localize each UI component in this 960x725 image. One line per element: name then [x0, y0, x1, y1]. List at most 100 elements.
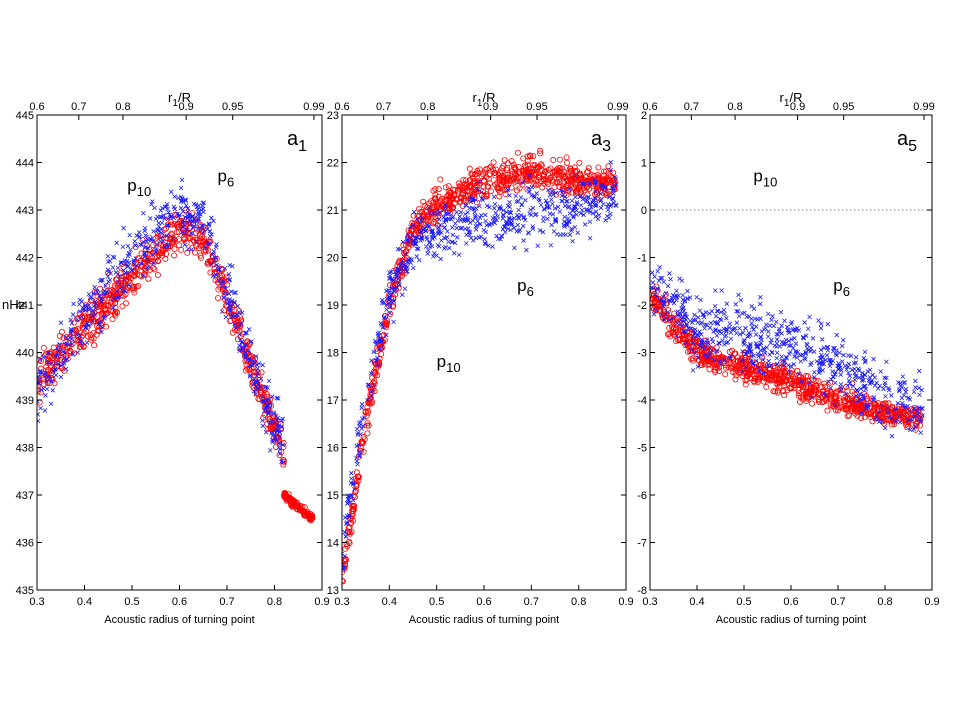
x-axis-label: Acoustic radius of turning point [409, 614, 559, 626]
cross-point [369, 389, 375, 394]
top-tick-label: 0.9 [483, 101, 498, 113]
cross-point [674, 333, 679, 339]
cross-point [115, 295, 121, 300]
cross-point [507, 193, 512, 198]
cross-point [240, 348, 246, 353]
cross-point [395, 273, 400, 278]
circle-point [524, 157, 531, 164]
circle-point [500, 163, 507, 170]
circle-point [462, 177, 469, 184]
cross-point [658, 275, 663, 281]
cross-point [467, 205, 473, 211]
circle-point [342, 562, 349, 569]
cross-point [884, 375, 889, 381]
cross-point [79, 314, 84, 320]
cross-point [162, 244, 168, 249]
circle-point [353, 483, 360, 490]
cross-point [781, 342, 786, 347]
cross-point [810, 395, 815, 401]
cross-point [529, 212, 534, 218]
cross-point [563, 232, 568, 238]
cross-point [105, 253, 111, 259]
cross-point [132, 239, 138, 244]
circle-point [435, 193, 442, 200]
circle-point [141, 271, 148, 278]
circle-point [75, 325, 82, 332]
circle-point [535, 164, 542, 171]
cross-point [386, 287, 391, 293]
cross-point [753, 341, 759, 346]
cross-point [869, 378, 874, 384]
circle-point [904, 407, 911, 414]
circle-point [752, 375, 759, 382]
cross-point [126, 282, 132, 288]
cross-point [424, 234, 429, 240]
cross-point [473, 224, 479, 229]
cross-point [705, 341, 711, 346]
circle-point [184, 249, 191, 256]
cross-point [582, 181, 587, 187]
cross-point [707, 351, 713, 357]
cross-point [889, 433, 895, 439]
cross-point [601, 201, 606, 207]
cross-point [605, 207, 611, 213]
cross-point [359, 405, 364, 411]
cross-point [712, 357, 717, 363]
circle-point [146, 266, 153, 273]
cross-point [492, 220, 498, 226]
circle-point [729, 368, 736, 375]
cross-point [762, 350, 768, 356]
cross-point [127, 252, 132, 257]
annotation-p10: p10 [437, 352, 461, 375]
cross-point [692, 327, 698, 332]
cross-point [794, 355, 800, 360]
circle-point [770, 363, 777, 370]
cross-point [98, 278, 103, 284]
cross-point [37, 357, 43, 363]
cross-point [184, 227, 190, 233]
cross-point [247, 372, 253, 378]
cross-point [507, 199, 512, 205]
circle-point [267, 425, 274, 432]
cross-point [478, 221, 483, 227]
cross-point [260, 399, 265, 404]
cross-point [706, 354, 711, 360]
annotation-p6: p6 [218, 167, 235, 190]
cross-point [516, 199, 521, 204]
y-tick-label: 441 [16, 300, 34, 312]
cross-point [559, 193, 565, 199]
cross-point [262, 408, 267, 414]
cross-point [566, 218, 572, 224]
cross-point [277, 434, 283, 439]
cross-point [775, 332, 781, 337]
cross-point [154, 242, 160, 247]
cross-point [270, 439, 275, 445]
x-tick-label: 0.7 [219, 596, 234, 608]
cross-point [151, 260, 156, 266]
cross-point [852, 366, 857, 372]
cross-point [222, 290, 228, 296]
circle-point [58, 328, 65, 335]
cross-point [668, 276, 673, 282]
cross-point [50, 388, 56, 393]
cross-point [372, 382, 377, 388]
circle-point [868, 404, 875, 411]
cross-point [913, 423, 918, 429]
cross-point [824, 352, 830, 358]
cross-point [598, 205, 604, 211]
cross-point [750, 324, 755, 330]
cross-point [587, 181, 592, 187]
circle-point [113, 276, 120, 283]
circle-point [294, 506, 301, 513]
cross-point [532, 195, 537, 200]
circle-point [507, 178, 514, 185]
circle-point [360, 448, 367, 455]
cross-point [819, 337, 825, 342]
cross-point [678, 317, 684, 323]
cross-point [122, 277, 127, 283]
cross-point [853, 355, 859, 360]
circle-point [289, 499, 296, 506]
cross-point [520, 223, 526, 229]
cross-point [454, 209, 459, 215]
cross-point [831, 345, 836, 351]
